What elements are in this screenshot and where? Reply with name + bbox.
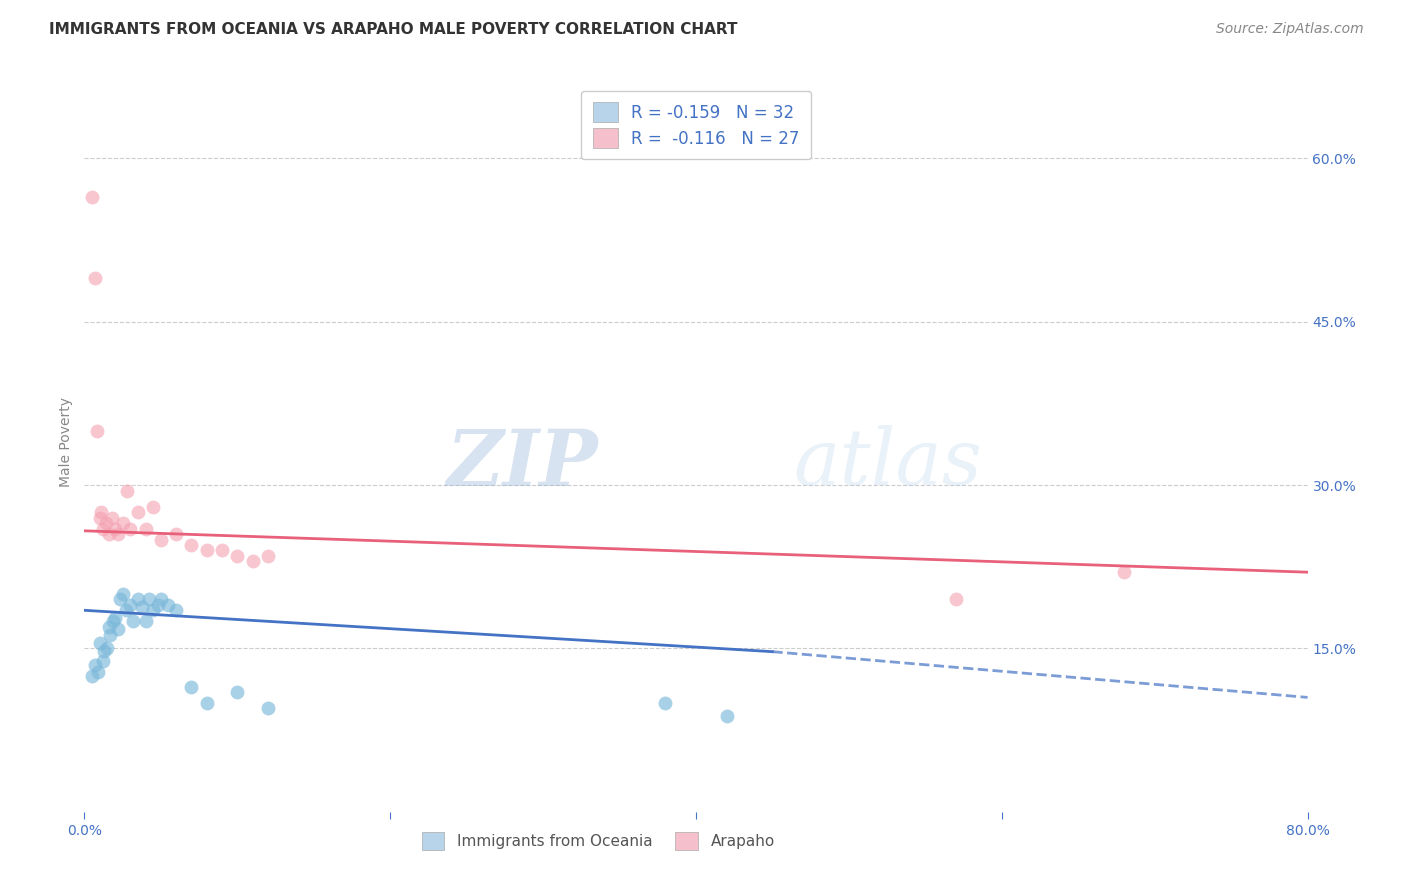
Point — [97, 619, 120, 633]
Point — [257, 549, 280, 563]
Point — [138, 592, 160, 607]
Point — [107, 527, 129, 541]
Point — [131, 600, 153, 615]
Point — [142, 603, 165, 617]
Point — [135, 522, 157, 536]
Point — [195, 543, 218, 558]
Point — [945, 592, 967, 607]
Y-axis label: Male Poverty: Male Poverty — [59, 397, 73, 486]
Point — [89, 636, 111, 650]
Point — [180, 538, 202, 552]
Point — [104, 522, 127, 536]
Point — [104, 611, 127, 625]
Point — [84, 271, 107, 285]
Point — [101, 510, 124, 524]
Point — [149, 592, 172, 607]
Text: Source: ZipAtlas.com: Source: ZipAtlas.com — [1216, 22, 1364, 37]
Point — [654, 696, 676, 710]
Point — [114, 603, 136, 617]
Point — [115, 483, 138, 498]
Point — [86, 424, 108, 438]
Point — [211, 543, 233, 558]
Point — [165, 527, 187, 541]
Point — [135, 614, 157, 628]
Point — [97, 527, 120, 541]
Point — [226, 685, 249, 699]
Point — [94, 516, 117, 531]
Point — [716, 709, 738, 723]
Point — [127, 592, 149, 607]
Point — [120, 522, 142, 536]
Point — [149, 533, 172, 547]
Point — [257, 701, 280, 715]
Point — [87, 665, 110, 680]
Point — [108, 592, 131, 607]
Point — [91, 655, 114, 669]
Point — [80, 189, 103, 203]
Text: ZIP: ZIP — [447, 425, 598, 502]
Point — [120, 598, 142, 612]
Point — [111, 516, 134, 531]
Point — [103, 614, 125, 628]
Point — [93, 643, 115, 657]
Point — [195, 696, 218, 710]
Point — [157, 598, 180, 612]
Point — [146, 598, 169, 612]
Text: atlas: atlas — [794, 425, 983, 502]
Point — [165, 603, 187, 617]
Point — [122, 614, 145, 628]
Point — [142, 500, 165, 514]
Point — [1114, 565, 1136, 579]
Point — [91, 522, 114, 536]
Point — [107, 622, 129, 636]
Point — [84, 657, 107, 672]
Legend: Immigrants from Oceania, Arapaho: Immigrants from Oceania, Arapaho — [415, 826, 780, 856]
Point — [226, 549, 249, 563]
Point — [127, 505, 149, 519]
Point — [96, 641, 118, 656]
Point — [90, 505, 112, 519]
Point — [180, 680, 202, 694]
Point — [242, 554, 264, 568]
Point — [89, 510, 111, 524]
Text: IMMIGRANTS FROM OCEANIA VS ARAPAHO MALE POVERTY CORRELATION CHART: IMMIGRANTS FROM OCEANIA VS ARAPAHO MALE … — [49, 22, 738, 37]
Point — [98, 628, 121, 642]
Point — [80, 668, 103, 682]
Point — [111, 587, 134, 601]
